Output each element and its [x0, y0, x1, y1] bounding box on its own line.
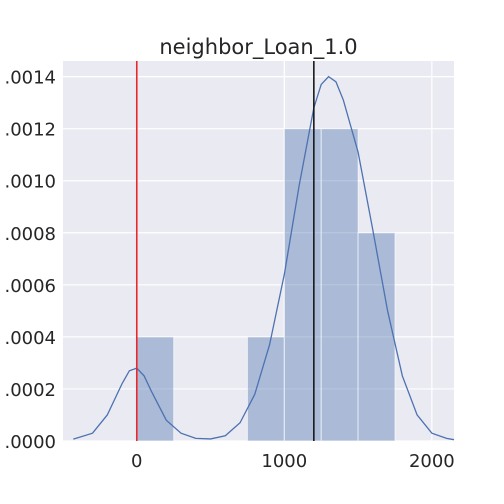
x-tick-label: 0 [131, 451, 142, 472]
y-tick-label: .0004 [4, 328, 56, 349]
chart-title: neighbor_Loan_1.0 [159, 35, 357, 60]
x-tick-label: 1000 [261, 451, 307, 472]
plot-background [63, 61, 454, 441]
histogram-bar [320, 128, 359, 442]
histogram-bars [136, 128, 396, 442]
y-axis-ticks: .0000 .0002 .0004 .0006 .0008 .0010 .0012 .0014 [4, 68, 56, 453]
y-tick-label: .0012 [4, 120, 56, 141]
x-tick-label: 2000 [409, 451, 455, 472]
y-tick-label: .0002 [4, 380, 56, 401]
y-tick-label: .0008 [4, 224, 56, 245]
histogram-bar [136, 336, 175, 442]
reference-lines [135, 61, 315, 441]
y-tick-label: .0000 [4, 432, 56, 453]
y-tick-label: .0014 [4, 68, 56, 89]
y-tick-label: .0010 [4, 172, 56, 193]
y-tick-label: .0006 [4, 276, 56, 297]
x-axis-ticks: 0 1000 2000 [131, 451, 455, 472]
histogram-bar [283, 128, 322, 442]
histogram-bar [357, 232, 396, 442]
histogram-bar [246, 336, 285, 442]
